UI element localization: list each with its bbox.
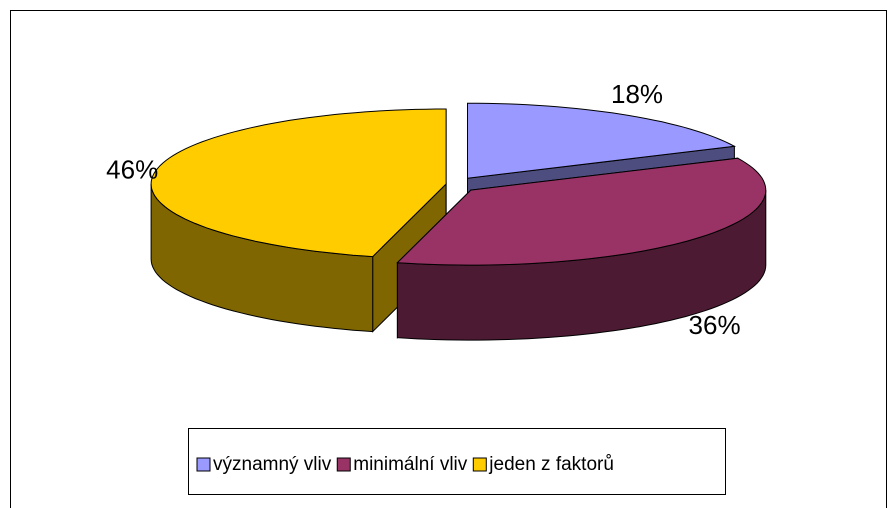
legend-label: minimální vliv <box>353 454 468 475</box>
legend: významný vliv minimální vliv jeden z fakto… <box>196 454 614 475</box>
data-label: 46% <box>106 155 158 185</box>
data-label: 18% <box>611 79 663 109</box>
legend-swatch <box>336 457 351 472</box>
slice-top <box>396 157 767 266</box>
legend-box <box>188 428 726 495</box>
data-label: 36% <box>689 310 741 340</box>
pie: 18% 46% 36% <box>106 79 767 341</box>
slice-top <box>150 108 447 258</box>
slice-top <box>467 102 737 179</box>
legend-swatch <box>196 457 211 472</box>
legend-swatch <box>472 457 487 472</box>
legend-label: významný vliv <box>213 454 332 475</box>
legend-label: jeden z faktorů <box>488 454 614 475</box>
slice <box>396 157 767 341</box>
